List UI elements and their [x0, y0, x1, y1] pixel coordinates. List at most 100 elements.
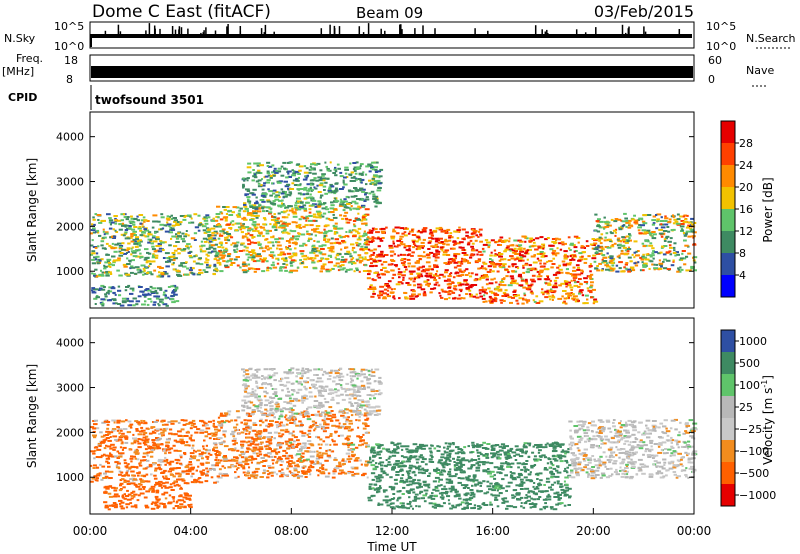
data-cell [563, 300, 566, 303]
data-cell [359, 164, 362, 167]
data-cell [143, 475, 147, 478]
data-cell [205, 231, 211, 233]
data-cell [269, 452, 272, 455]
data-cell [467, 287, 470, 290]
data-cell [286, 193, 290, 196]
data-cell [571, 274, 576, 277]
data-cell [268, 254, 274, 257]
data-cell [246, 190, 251, 192]
data-cell [254, 268, 257, 270]
data-cell [401, 241, 404, 243]
data-cell [187, 468, 192, 471]
data-cell [468, 272, 471, 275]
data-cell [132, 250, 138, 253]
data-cell [184, 494, 189, 497]
data-cell [284, 440, 290, 443]
data-cell [517, 252, 522, 255]
data-cell [327, 238, 330, 241]
data-cell [179, 499, 185, 502]
data-cell [155, 497, 158, 500]
data-cell [492, 298, 496, 301]
data-cell [544, 296, 549, 299]
data-cell [494, 297, 498, 300]
data-cell [433, 277, 436, 279]
data-cell [243, 205, 248, 208]
data-cell [528, 286, 532, 289]
data-cell [249, 204, 253, 207]
data-cell [90, 253, 94, 256]
data-cell [185, 230, 188, 232]
data-cell [518, 247, 523, 250]
data-cell [525, 270, 530, 273]
data-cell [452, 276, 456, 279]
data-cell [274, 238, 280, 241]
data-cell [434, 245, 439, 248]
data-cell [654, 251, 658, 254]
data-cell [230, 419, 234, 422]
data-cell [250, 214, 254, 217]
data-cell [397, 281, 403, 284]
data-cell [95, 456, 99, 458]
data-cell [315, 457, 320, 460]
data-cell [223, 208, 227, 211]
data-cell [552, 284, 558, 287]
data-cell [469, 275, 473, 278]
data-cell [206, 457, 209, 460]
data-cell [434, 243, 439, 246]
data-cell [505, 275, 509, 278]
data-cell [672, 222, 676, 225]
data-cell [161, 301, 165, 304]
data-cell [219, 251, 225, 254]
data-cell [176, 459, 181, 462]
data-cell [321, 253, 327, 256]
data-cell [104, 295, 108, 298]
data-cell [217, 420, 222, 423]
data-cell [629, 239, 632, 242]
data-cell [299, 188, 304, 190]
data-cell [222, 433, 226, 436]
data-cell [149, 260, 154, 263]
data-cell [543, 262, 547, 265]
data-cell [443, 240, 449, 243]
data-cell [370, 254, 375, 256]
data-cell [603, 261, 606, 264]
data-cell [363, 218, 367, 221]
data-cell [255, 268, 261, 271]
data-cell [246, 196, 251, 199]
data-cell [94, 258, 97, 261]
data-cell [602, 256, 608, 259]
data-cell [123, 497, 127, 500]
data-cell [303, 459, 308, 462]
data-cell [270, 264, 275, 267]
data-cell [269, 471, 274, 474]
data-cell [124, 249, 129, 252]
data-cell [687, 224, 690, 227]
data-cell [662, 230, 668, 232]
data-cell [664, 223, 669, 226]
data-cell [371, 161, 376, 164]
data-cell [551, 252, 555, 255]
data-cell [165, 444, 169, 447]
data-cell [530, 291, 534, 294]
data-cell [430, 245, 436, 248]
data-cell [361, 413, 364, 416]
data-cell [353, 169, 357, 172]
data-cell [223, 231, 228, 234]
data-cell [213, 234, 217, 237]
data-cell [97, 219, 100, 221]
data-cell [130, 247, 133, 250]
data-cell [105, 460, 109, 463]
data-cell [293, 422, 297, 425]
data-cell [245, 436, 250, 439]
data-cell [277, 167, 282, 170]
data-cell [364, 208, 370, 211]
data-cell [298, 169, 302, 172]
data-cell [254, 206, 259, 209]
data-cell [366, 417, 370, 420]
data-cell [575, 264, 580, 267]
data-cell [489, 297, 493, 300]
data-cell [154, 483, 157, 486]
data-cell [510, 296, 515, 299]
data-cell [593, 260, 597, 263]
data-cell [262, 223, 266, 226]
